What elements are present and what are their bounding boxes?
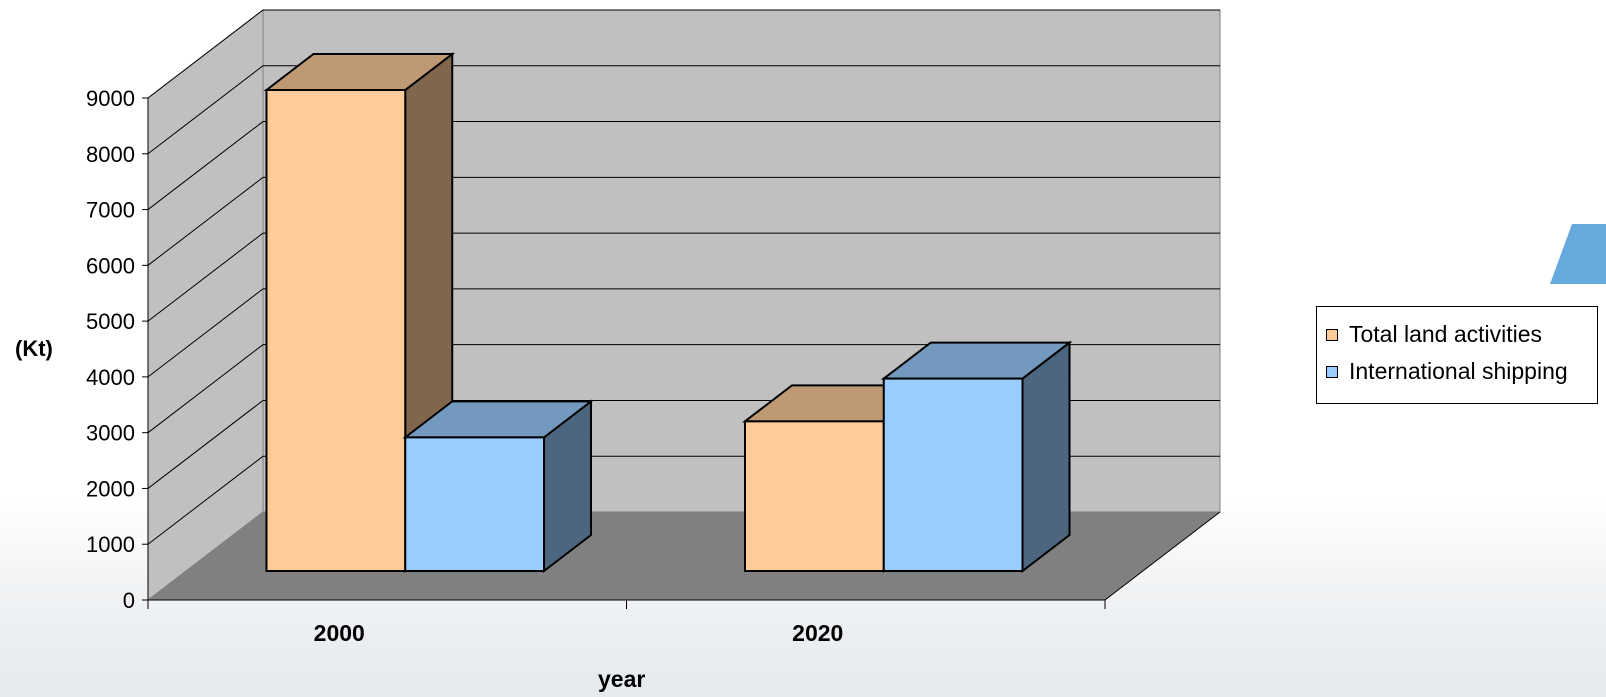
y-tick-label: 3000: [86, 421, 135, 446]
legend-label: Total land activities: [1349, 321, 1543, 347]
legend-swatch: [1326, 328, 1338, 341]
bar-front: [404, 436, 546, 572]
bar-side: [1021, 340, 1071, 574]
decorative-blue-shape: [1550, 224, 1606, 284]
bar-2020-international-shipping: [880, 340, 1073, 574]
gridline: [147, 344, 1220, 434]
bars: [263, 51, 1073, 574]
bar-front: [265, 89, 407, 572]
gridline: [147, 232, 1220, 322]
gridline: [147, 288, 1220, 378]
y-tick-label: 4000: [86, 365, 135, 390]
x-tick-label: 2020: [792, 620, 843, 646]
y-axis-label: (Kt): [15, 336, 53, 361]
legend-label: International shipping: [1349, 358, 1568, 384]
floor-edge-line: [1104, 511, 1221, 601]
bar-2000-international-shipping: [402, 399, 594, 574]
x-tick-label: 2000: [314, 620, 365, 646]
bar-front: [743, 420, 885, 572]
legend-swatch: [1326, 365, 1338, 378]
y-tick-label: 9000: [86, 86, 135, 111]
gridline: [147, 9, 1220, 99]
legend: Total land activities International ship…: [1316, 306, 1598, 404]
y-tick-label: 7000: [86, 198, 135, 223]
y-tick-label: 2000: [86, 476, 135, 501]
chart-axes: [142, 97, 1221, 609]
bar-front: [882, 377, 1024, 572]
gridline: [147, 65, 1220, 155]
gridlines: [147, 9, 1220, 545]
x-axis-label: year: [598, 666, 646, 692]
side-wall: [147, 8, 264, 602]
y-tick-label: 6000: [86, 253, 135, 278]
legend-item-international-shipping: International shipping: [1326, 353, 1597, 390]
gridline: [147, 121, 1220, 210]
y-tick-label: 5000: [86, 309, 135, 334]
y-tick-label: 8000: [86, 142, 135, 167]
y-tick-label: 1000: [86, 532, 135, 557]
legend-item-total-land-activities: Total land activities: [1326, 316, 1597, 353]
y-tick-label: 0: [123, 588, 135, 613]
tick-labels: 0 1000 2000 3000 4000 5000 6000 7000 8000 9000 200…: [86, 86, 843, 646]
gridline: [147, 176, 1220, 266]
